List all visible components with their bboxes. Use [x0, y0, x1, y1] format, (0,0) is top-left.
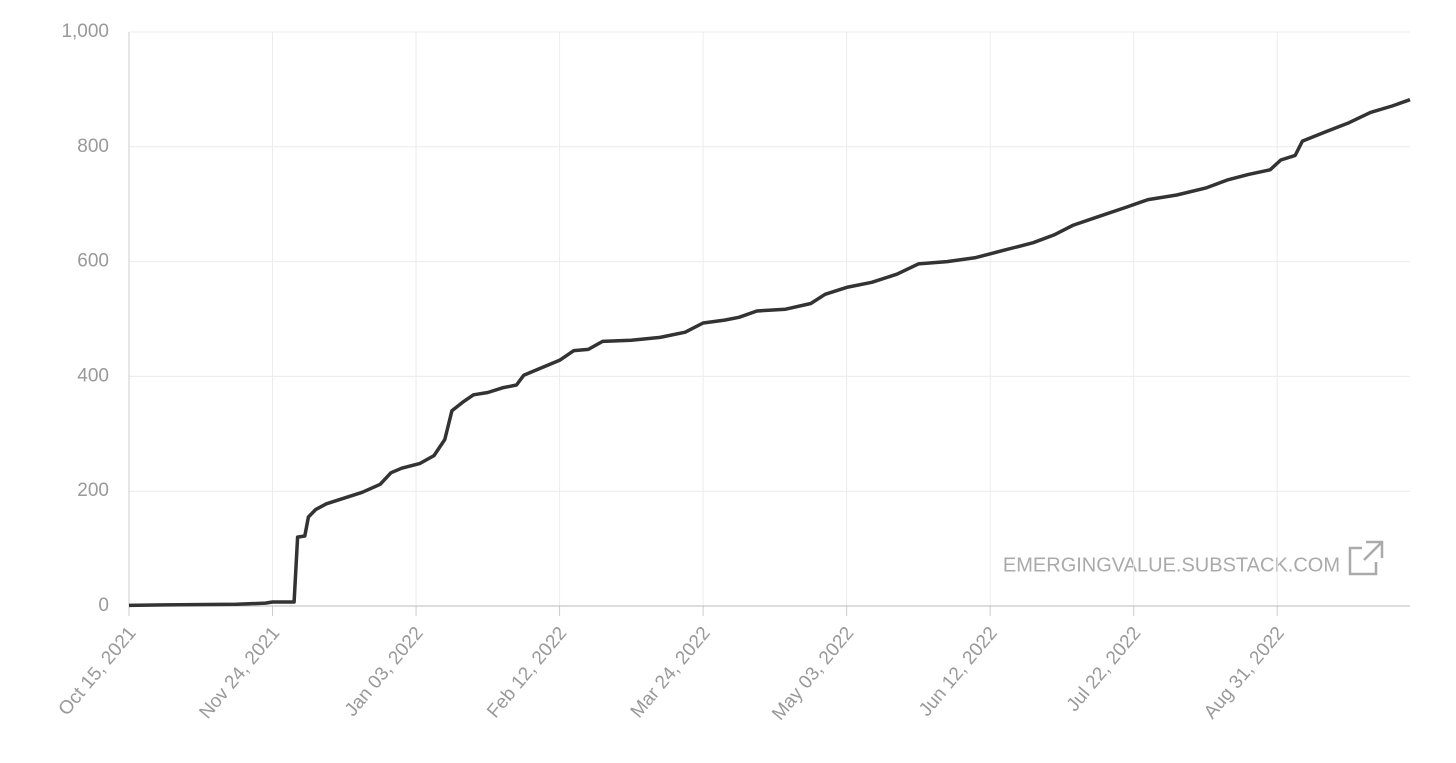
y-tick-label: 400 — [77, 365, 109, 386]
line — [128, 98, 1411, 608]
y-tick-label: 200 — [77, 480, 109, 501]
y-tick-label: 600 — [77, 251, 109, 272]
x-tick-label: Feb 12, 2022 — [483, 623, 571, 722]
y-tick-label: 800 — [77, 136, 109, 157]
watermark: EMERGINGVALUE.SUBSTACK.COM — [1003, 554, 1340, 576]
x-tick-label: Nov 24, 2021 — [195, 623, 284, 723]
x-tick-label: Mar 24, 2022 — [627, 623, 715, 722]
x-tick-label: Oct 15, 2021 — [55, 623, 141, 720]
x-tick-label: Aug 31, 2022 — [1200, 623, 1289, 723]
x-tick-label: Jun 12, 2022 — [915, 623, 1002, 721]
x-tick-label: May 03, 2022 — [768, 623, 858, 725]
x-tick-label: Jan 03, 2022 — [341, 623, 428, 721]
x-tick-label: Jul 22, 2022 — [1063, 623, 1146, 716]
external-link-icon — [1348, 540, 1384, 576]
y-tick-label: 1,000 — [61, 21, 109, 42]
y-tick-label: 0 — [98, 595, 109, 616]
